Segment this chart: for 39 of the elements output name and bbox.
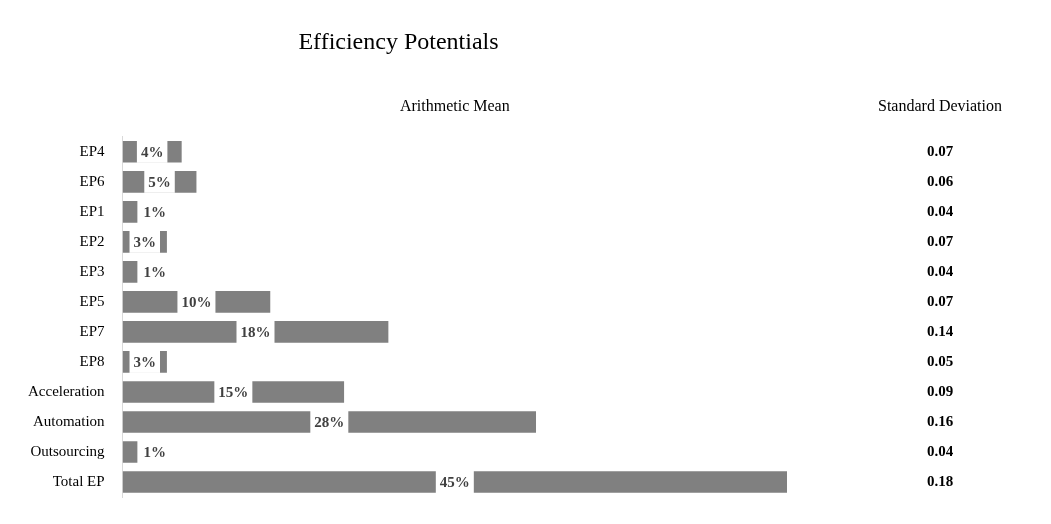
y-tick-label: Automation — [32, 412, 106, 429]
y-tick-label: Acceleration — [27, 382, 106, 399]
data-label: 3% — [133, 353, 157, 370]
text: Standard Deviation — [878, 97, 1002, 114]
y-tick-label: EP7 — [79, 322, 106, 339]
text: 0.07 — [926, 292, 954, 309]
data-label: 5% — [148, 173, 171, 190]
y-tick-label: EP4 — [79, 142, 106, 159]
y-tick-label: Outsourcing — [30, 442, 106, 459]
data-label: 15% — [218, 383, 249, 400]
text: 0.14 — [926, 322, 954, 339]
data-label: 1% — [143, 203, 166, 220]
text: 0.16 — [926, 412, 954, 429]
y-tick-label: Total EP — [52, 472, 105, 489]
data-label: 28% — [314, 413, 345, 430]
text: 0.07 — [926, 232, 954, 249]
y-tick-label: EP2 — [79, 232, 105, 249]
data-label: 1% — [143, 443, 166, 460]
text: 0.09 — [926, 382, 954, 399]
y-tick-label: EP8 — [79, 352, 105, 369]
data-label: 3% — [133, 233, 157, 250]
y-tick-label: EP5 — [79, 292, 105, 309]
chart-title: Efficiency Potentials — [298, 27, 499, 54]
text: Arithmetic Mean — [399, 97, 510, 114]
data-label: 10% — [181, 293, 212, 310]
text: 0.07 — [926, 142, 954, 159]
data-label: 45% — [439, 473, 470, 490]
y-tick-label: EP1 — [79, 202, 105, 219]
text: 0.04 — [926, 262, 954, 279]
data-label: 4% — [140, 143, 164, 160]
y-tick-label: EP6 — [79, 172, 106, 189]
text: 0.06 — [926, 172, 954, 189]
text: 0.05 — [926, 352, 954, 369]
text: 0.04 — [926, 442, 954, 459]
y-tick-label: EP3 — [79, 262, 105, 279]
data-label: 18% — [240, 323, 271, 340]
data-label: 1% — [143, 263, 166, 280]
text: 0.18 — [926, 472, 954, 489]
text: 0.04 — [926, 202, 954, 219]
